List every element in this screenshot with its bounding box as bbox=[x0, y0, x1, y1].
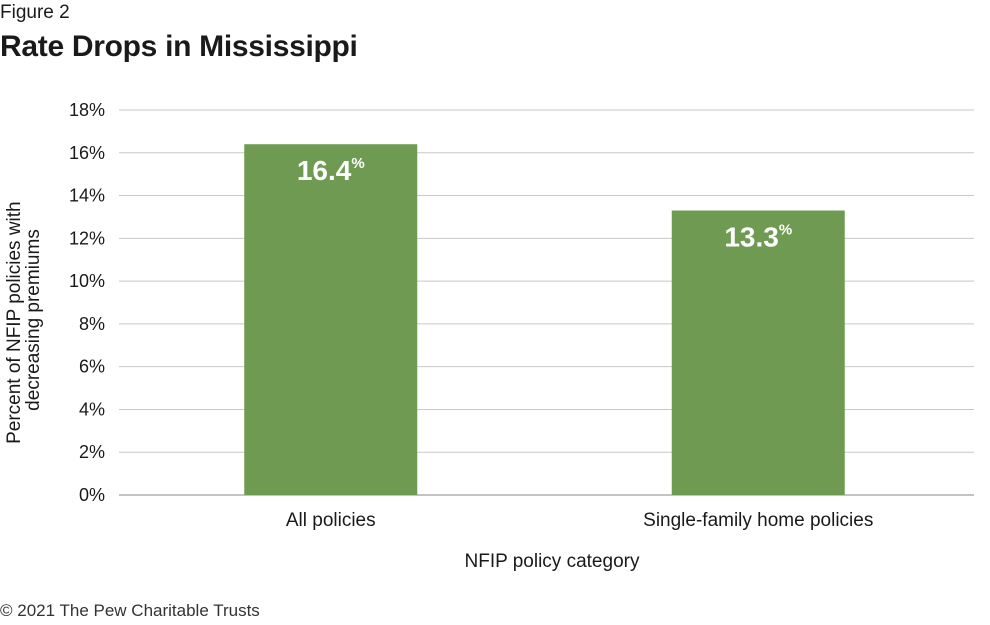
y-tick-label: 2% bbox=[79, 442, 105, 462]
x-category-label: Single-family home policies bbox=[643, 510, 873, 531]
y-axis-ticks: 0% 2% 4% 6% 8% 10% 12% 14% 16% 18% bbox=[69, 100, 105, 505]
copyright-footer: © 2021 The Pew Charitable Trusts bbox=[0, 601, 260, 620]
data-label-value: 16.4 bbox=[297, 155, 352, 186]
data-labels: 16.4%13.3% bbox=[297, 155, 792, 252]
y-tick-label: 16% bbox=[69, 143, 105, 163]
y-tick-label: 4% bbox=[79, 399, 105, 419]
y-tick-label: 10% bbox=[69, 271, 105, 291]
y-tick-label: 14% bbox=[69, 186, 105, 206]
y-tick-label: 6% bbox=[79, 357, 105, 377]
y-tick-label: 0% bbox=[79, 485, 105, 505]
x-axis-title: NFIP policy category bbox=[465, 551, 640, 572]
y-axis-title-line-2: decreasing premiums bbox=[23, 229, 44, 411]
bars bbox=[244, 144, 845, 495]
data-label-suffix: % bbox=[351, 155, 364, 172]
figure-label: Figure 2 bbox=[0, 2, 70, 23]
y-tick-label: 12% bbox=[69, 228, 105, 248]
x-axis-categories: All policies Single-family home policies bbox=[286, 510, 873, 531]
bar bbox=[244, 144, 418, 495]
y-tick-label: 18% bbox=[69, 100, 105, 120]
y-axis-title-line-1: Percent of NFIP policies with bbox=[4, 201, 25, 444]
y-tick-label: 8% bbox=[79, 314, 105, 334]
y-axis-title: Percent of NFIP policies with decreasing… bbox=[4, 196, 44, 444]
bar bbox=[671, 210, 845, 495]
x-category-label: All policies bbox=[286, 510, 376, 531]
data-label: 13.3% bbox=[724, 222, 792, 253]
data-label-suffix: % bbox=[779, 222, 792, 239]
data-label-value: 13.3 bbox=[724, 222, 779, 253]
data-label: 16.4% bbox=[297, 155, 365, 186]
chart-title: Rate Drops in Mississippi bbox=[0, 30, 358, 63]
